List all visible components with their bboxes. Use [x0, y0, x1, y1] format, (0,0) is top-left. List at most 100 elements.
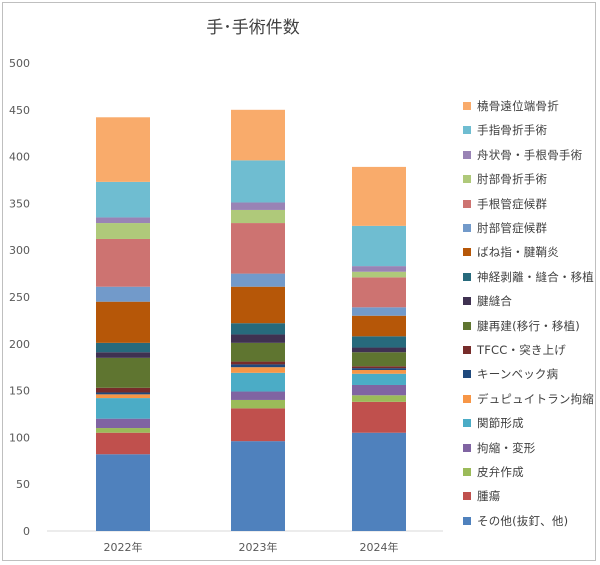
x-axis-ticks: 2022年 2023年 2024年 — [104, 540, 399, 554]
legend-label: 拘縮・変形 — [477, 440, 536, 455]
legend-item: 神経剥離・縫合・移植 — [463, 269, 594, 285]
chart-container: 手･手術件数 0 50 100 150 200 250 300 350 400 450 500 20… — [2, 2, 596, 561]
bar-segment — [352, 277, 406, 308]
bar-segment — [231, 323, 285, 335]
y-tick-label: 250 — [9, 291, 30, 304]
y-tick-label: 350 — [9, 197, 30, 210]
legend-label: デュピュイトラン拘縮 — [477, 391, 594, 406]
x-tick-label: 2022年 — [104, 540, 143, 554]
bar-segment — [231, 441, 285, 531]
bar-segment — [231, 223, 285, 274]
bar-segment — [352, 395, 406, 402]
legend-item: TFCC・突き上げ — [463, 342, 566, 358]
bar-segment — [96, 387, 150, 393]
bar-segment — [96, 238, 150, 287]
bar-segment — [352, 266, 406, 272]
bar-segment — [231, 109, 285, 161]
bar-segment — [231, 372, 285, 392]
y-tick-label: 400 — [9, 151, 30, 164]
legend-swatch — [463, 516, 471, 525]
bar-segment — [231, 202, 285, 210]
legend-label: TFCC・突き上げ — [477, 343, 566, 357]
bar-segment — [231, 273, 285, 287]
legend-label: 腱再建(移行・移植) — [477, 318, 580, 333]
bar-segment — [352, 368, 406, 371]
legend-swatch — [463, 394, 471, 403]
bar-segment — [231, 364, 285, 368]
bar-segment — [352, 370, 406, 374]
legend-swatch — [463, 370, 471, 379]
x-tick-label: 2023年 — [239, 540, 278, 554]
legend-label: 関節形成 — [477, 416, 524, 431]
y-tick-label: 300 — [9, 244, 30, 257]
legend-item: 橈骨遠位端骨折 — [463, 98, 559, 114]
y-tick-label: 200 — [9, 338, 30, 351]
legend-swatch — [463, 468, 471, 476]
legend-item: キーンベック病 — [463, 366, 558, 382]
bar-segment — [352, 366, 406, 369]
legend-swatch — [463, 272, 471, 281]
bar-segment — [352, 336, 406, 348]
legend-label: 舟状骨・手根骨手術 — [477, 147, 583, 162]
bar-segment — [231, 391, 285, 400]
bar-segment — [231, 367, 285, 373]
y-tick-label: 150 — [9, 385, 30, 398]
bar-segment — [96, 418, 150, 429]
legend-label: キーンベック病 — [477, 367, 559, 382]
bar-segment — [96, 342, 150, 353]
legend-item: 肘部管症候群 — [463, 220, 547, 236]
legend-swatch — [463, 492, 471, 501]
bar-segment — [96, 357, 150, 388]
bar-segment — [352, 166, 406, 226]
stacked-bars — [96, 109, 406, 531]
legend-label: 手根管症候群 — [477, 196, 548, 211]
legend-label: 手指骨折手術 — [477, 123, 548, 138]
bar-segment — [352, 315, 406, 337]
y-tick-label: 50 — [16, 478, 30, 491]
legend-label: その他(抜釘、他) — [477, 513, 569, 528]
legend-label: 腱縫合 — [477, 294, 513, 309]
legend-label: 橈骨遠位端骨折 — [477, 99, 559, 113]
y-tick-label: 0 — [23, 525, 30, 538]
legend-swatch — [463, 297, 471, 306]
legend-swatch — [463, 248, 471, 257]
legend-item: 腱再建(移行・移植) — [463, 318, 580, 334]
legend-item: デュピュイトラン拘縮 — [463, 391, 594, 407]
legend-item: 関節形成 — [463, 415, 524, 431]
bar-segment — [352, 271, 406, 278]
legend-swatch — [463, 419, 471, 428]
legend-swatch — [463, 224, 471, 232]
bar-segment — [231, 399, 285, 409]
legend-item: 手根管症候群 — [463, 196, 547, 212]
legend-label: 肘部骨折手術 — [477, 172, 548, 187]
legend-label: ばね指・腱鞘炎 — [477, 245, 559, 260]
legend-swatch — [463, 175, 471, 184]
legend-label: 腫瘍 — [477, 489, 501, 504]
bar-segment — [96, 398, 150, 419]
bar-segment — [231, 209, 285, 224]
legend-swatch — [463, 102, 471, 110]
legend-swatch — [463, 150, 471, 159]
bar-segment — [96, 352, 150, 358]
bar-segment — [352, 307, 406, 316]
chart-title: 手･手術件数 — [206, 18, 300, 38]
x-tick-label: 2024年 — [360, 540, 399, 554]
legend-item: 腱縫合 — [463, 293, 512, 309]
bar-segment — [96, 223, 150, 239]
legend-item: その他(抜釘、他) — [463, 513, 568, 529]
legend-label: 皮弁作成 — [477, 465, 524, 479]
legend-swatch — [463, 126, 471, 135]
legend-item: 皮弁作成 — [463, 464, 524, 480]
y-axis-ticks: 0 50 100 150 200 250 300 350 400 450 500 — [9, 57, 30, 538]
bar-segment — [231, 408, 285, 442]
bar-segment — [96, 428, 150, 433]
bar-segment — [231, 342, 285, 362]
bar-segment — [352, 432, 406, 531]
bar-segment — [96, 432, 150, 455]
legend-item: 手指骨折手術 — [463, 122, 547, 138]
bar-segment — [231, 160, 285, 203]
legend-item: 肘部骨折手術 — [463, 171, 547, 187]
bar-segment — [96, 217, 150, 224]
y-tick-label: 450 — [9, 104, 30, 117]
bar-segment — [352, 225, 406, 267]
